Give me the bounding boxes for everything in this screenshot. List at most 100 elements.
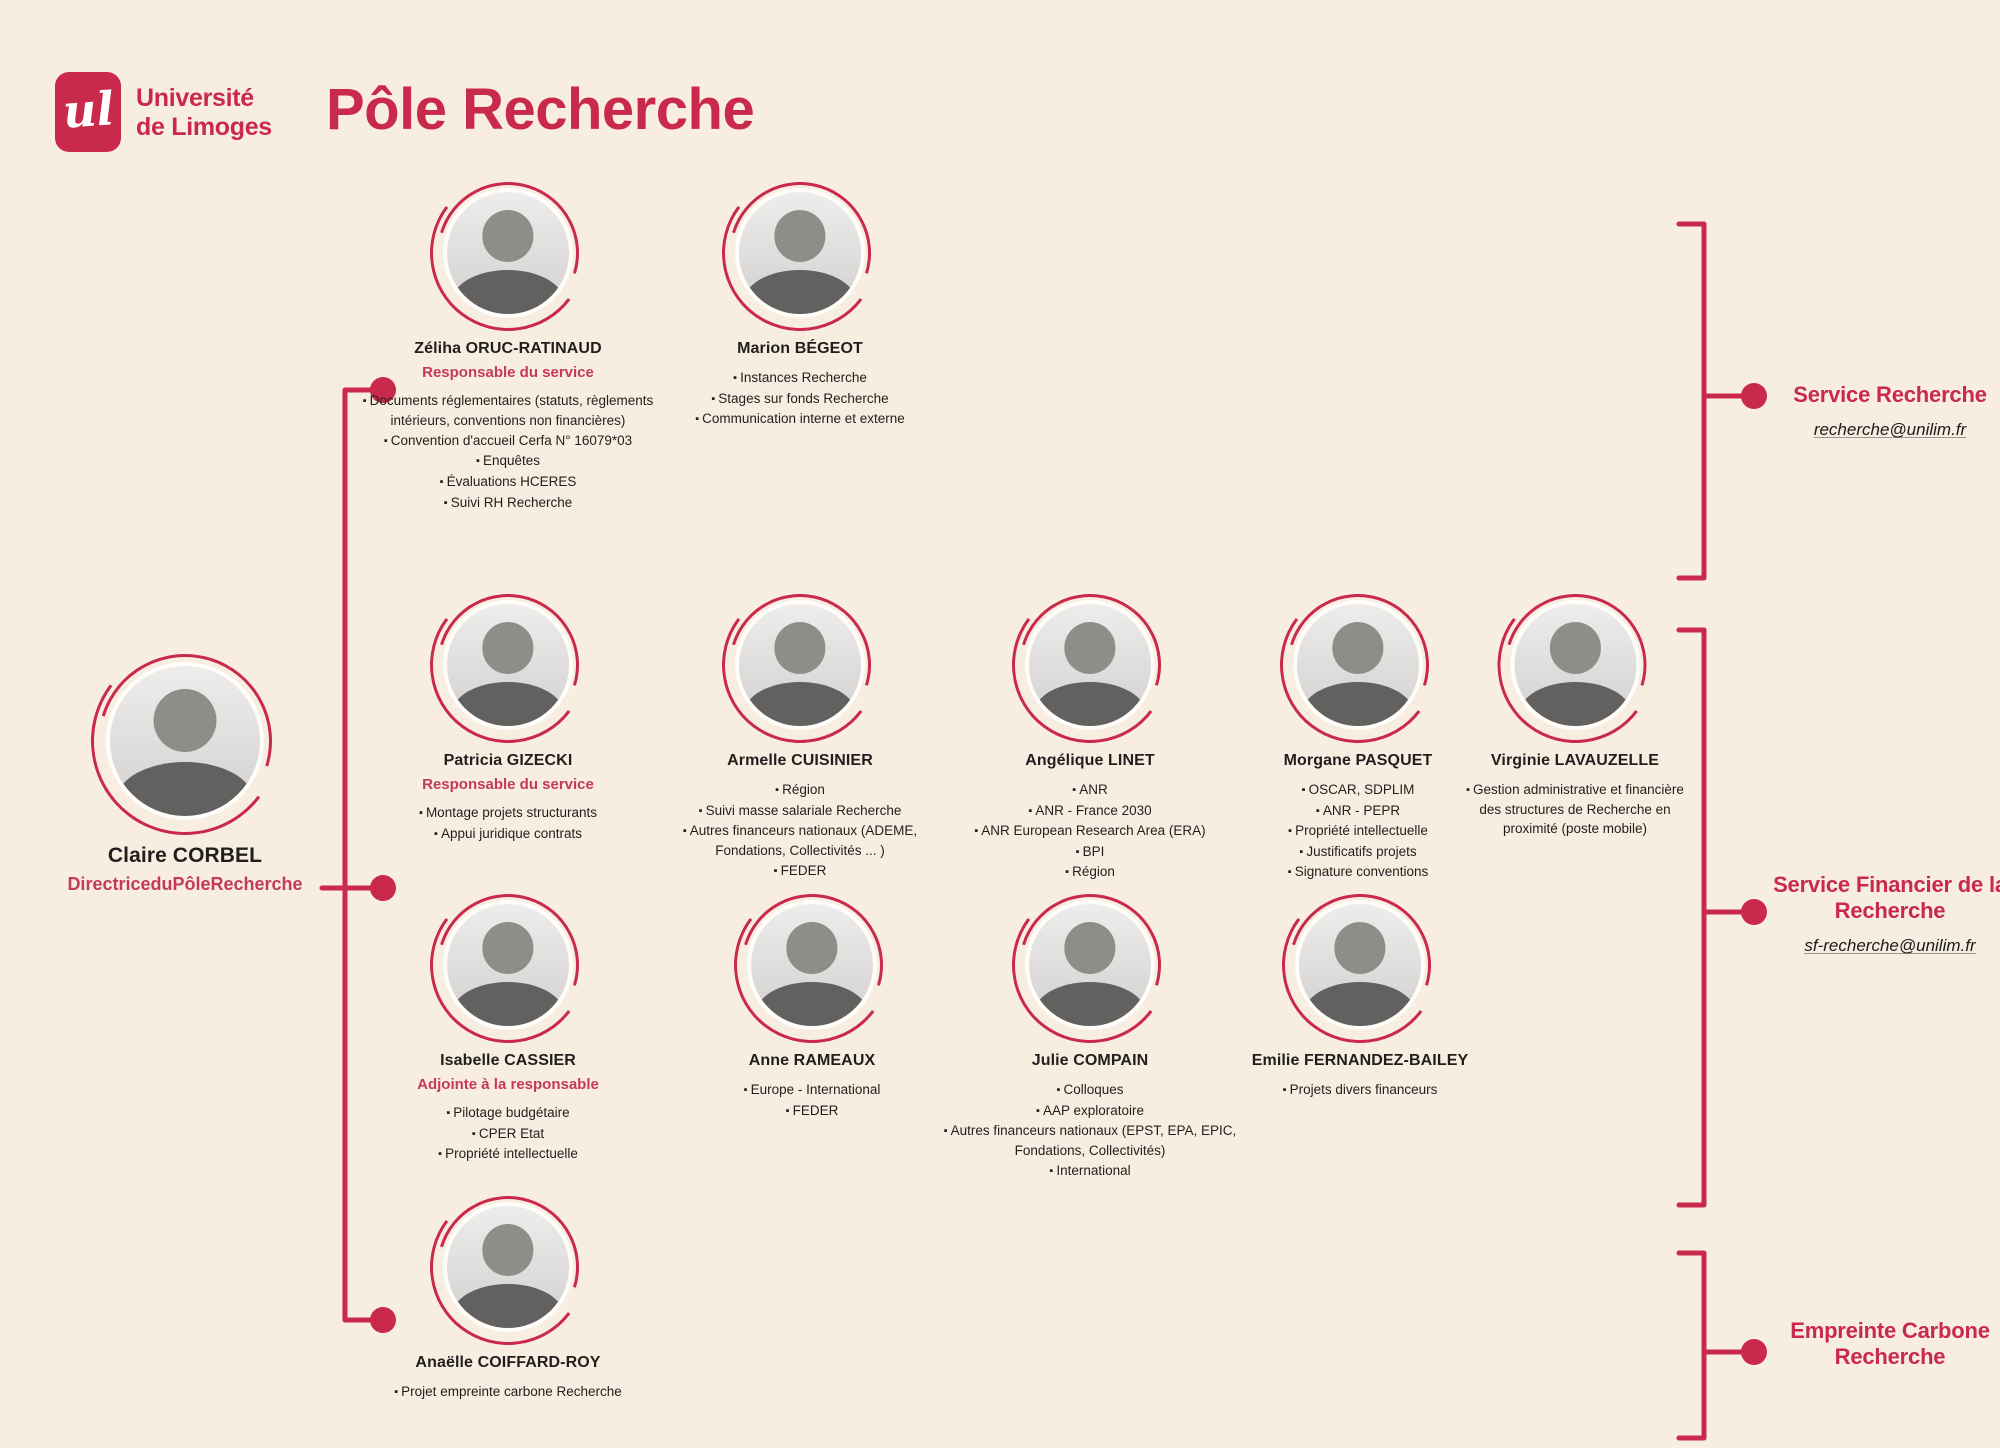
group-label: Service Recherche <box>1793 382 1987 407</box>
person-photo <box>703 568 897 762</box>
bullet-item: ANR European Research Area (ERA) <box>974 821 1205 841</box>
person-photo <box>411 1170 605 1364</box>
portrait-photo <box>106 662 264 820</box>
bullet-item: Propriété intellectuelle <box>438 1144 578 1164</box>
portrait-photo <box>1510 600 1640 730</box>
branch-dot <box>1741 383 1767 409</box>
person-card: Angélique LINET ANRANR - France 2030ANR … <box>945 568 1235 882</box>
bullet-item: FEDER <box>744 1101 881 1121</box>
bullet-item: ANR - France 2030 <box>974 801 1205 821</box>
bullet-item: Montage projets structurants <box>419 803 597 823</box>
branch-dot <box>1741 1339 1767 1365</box>
person-name: Julie COMPAIN <box>1031 1052 1149 1069</box>
portrait-photo <box>747 900 877 1030</box>
portrait-photo <box>1025 600 1155 730</box>
portrait-photo <box>735 600 865 730</box>
director-card: Claire CORBEL DirectriceduPôleRecherche <box>25 623 345 895</box>
portrait-photo <box>1025 900 1155 1030</box>
director-name: Claire CORBEL <box>107 844 263 867</box>
bullet-item: Suivi masse salariale Recherche <box>655 801 945 821</box>
bullet-item: Instances Recherche <box>695 368 905 388</box>
bullet-item: Projet empreinte carbone Recherche <box>394 1382 622 1402</box>
branch-dot <box>370 1307 396 1333</box>
bullet-item: Justificatifs projets <box>1288 842 1429 862</box>
portrait-photo <box>443 1202 573 1332</box>
person-photo <box>411 568 605 762</box>
person-photo <box>993 568 1187 762</box>
empreinte-carbone-bracket <box>1676 1250 1744 1441</box>
person-photo <box>411 868 605 1062</box>
group-empreinte-carbone: Empreinte Carbone Recherche <box>1772 1318 2000 1370</box>
bullet-item: Autres financeurs nationaux (ADEME, Fond… <box>655 821 945 860</box>
person-card: Emilie FERNANDEZ-BAILEY Projets divers f… <box>1210 868 1510 1100</box>
person-name: Isabelle CASSIER <box>440 1052 576 1069</box>
person-card: Julie COMPAIN ColloquesAAP exploratoireA… <box>940 868 1240 1181</box>
person-photo <box>715 868 909 1062</box>
person-photo <box>1478 568 1672 762</box>
person-role: Adjointe à la responsable <box>417 1076 599 1093</box>
bullet-item: Région <box>974 862 1205 882</box>
person-duties: Instances RechercheStages sur fonds Rech… <box>695 367 905 429</box>
bullet-item: Stages sur fonds Recherche <box>695 389 905 409</box>
person-duties: ColloquesAAP exploratoireAutres financeu… <box>940 1079 1240 1181</box>
person-card: Virginie LAVAUZELLE Gestion administrati… <box>1458 568 1693 838</box>
person-duties: Projets divers financeurs <box>1283 1079 1438 1100</box>
bullet-item: Communication interne et externe <box>695 409 905 429</box>
branch-dot <box>1741 899 1767 925</box>
bullet-item: Gestion administrative et financière des… <box>1458 780 1693 838</box>
person-role: Responsable du service <box>422 364 594 381</box>
person-duties: Documents réglementaires (statuts, règle… <box>348 390 668 512</box>
person-name: Patricia GIZECKI <box>443 752 573 769</box>
page-title: Pôle Recherche <box>326 77 755 142</box>
person-card: Marion BÉGEOT Instances RechercheStages … <box>650 156 950 429</box>
group-email-link[interactable]: recherche@unilim.fr <box>1813 419 1967 439</box>
bullet-item: Convention d'accueil Cerfa N° 16079*03 <box>348 431 668 451</box>
person-name: Morgane PASQUET <box>1283 752 1433 769</box>
group-label: Empreinte Carbone Recherche <box>1790 1318 1990 1369</box>
director-trunk-line <box>319 387 373 1323</box>
bullet-item: Europe - International <box>744 1080 881 1100</box>
person-name: Angélique LINET <box>1025 752 1155 769</box>
bullet-item: Colloques <box>940 1080 1240 1100</box>
director-role: DirectriceduPôleRecherche <box>67 874 303 894</box>
person-photo <box>1263 868 1457 1062</box>
person-duties: RégionSuivi masse salariale RechercheAut… <box>655 779 945 881</box>
person-name: Anne RAMEAUX <box>748 1052 876 1069</box>
bullet-item: AAP exploratoire <box>940 1101 1240 1121</box>
bullet-item: BPI <box>974 842 1205 862</box>
group-email-link[interactable]: sf-recherche@unilim.fr <box>1804 935 1976 955</box>
person-name: Marion BÉGEOT <box>737 340 863 357</box>
bullet-item: Suivi RH Recherche <box>348 493 668 513</box>
service-financier-bracket <box>1676 627 1744 1208</box>
university-logo: ul <box>55 72 121 152</box>
person-photo <box>411 156 605 350</box>
brand-line1: Université <box>136 84 254 112</box>
bullet-item: Région <box>655 780 945 800</box>
service-recherche-bracket <box>1676 221 1744 581</box>
bullet-item: Appui juridique contrats <box>419 824 597 844</box>
portrait-photo <box>1295 900 1425 1030</box>
brand-name: Université de Limoges <box>136 84 272 142</box>
person-duties: OSCAR, SDPLIMANR - PEPRPropriété intelle… <box>1288 779 1429 882</box>
branch-dot <box>370 875 396 901</box>
bullet-item: ANR - PEPR <box>1288 801 1429 821</box>
person-duties: ANRANR - France 2030ANR European Researc… <box>974 779 1205 882</box>
bullet-item: Autres financeurs nationaux (EPST, EPA, … <box>940 1121 1240 1160</box>
person-card: Isabelle CASSIER Adjointe à la responsab… <box>358 868 658 1164</box>
bullet-item: Propriété intellectuelle <box>1288 821 1429 841</box>
bullet-item: FEDER <box>655 861 945 881</box>
person-duties: Projet empreinte carbone Recherche <box>394 1381 622 1402</box>
person-duties: Europe - InternationalFEDER <box>744 1079 881 1120</box>
person-photo <box>993 868 1187 1062</box>
portrait-photo <box>443 188 573 318</box>
group-service-recherche: Service Recherche recherche@unilim.fr <box>1772 382 2000 440</box>
bullet-item: Enquêtes <box>348 451 668 471</box>
bullet-item: ANR <box>974 780 1205 800</box>
portrait-photo <box>1293 600 1423 730</box>
person-card: Zéliha ORUC-RATINAUD Responsable du serv… <box>348 156 668 512</box>
person-role: Responsable du service <box>422 776 594 793</box>
director-photo <box>67 623 303 859</box>
bullet-item: Pilotage budgétaire <box>438 1103 578 1123</box>
person-name: Armelle CUISINIER <box>727 752 873 769</box>
